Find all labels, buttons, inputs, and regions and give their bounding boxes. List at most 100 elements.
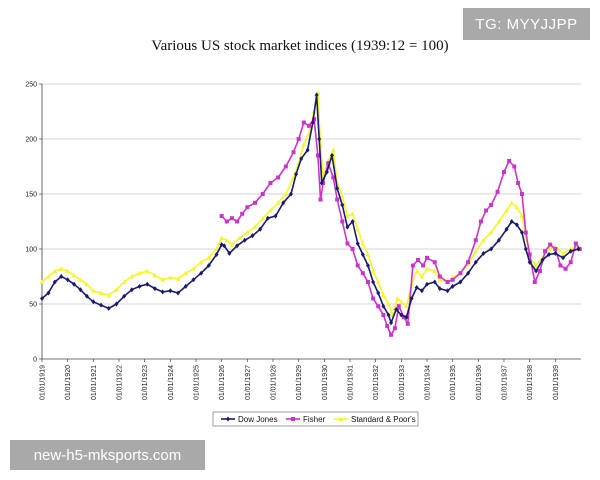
data-point (229, 242, 235, 247)
data-point (91, 288, 96, 293)
data-point (229, 216, 234, 221)
data-point (432, 260, 437, 265)
data-point (488, 230, 494, 235)
data-point (59, 274, 64, 279)
data-point (183, 283, 188, 289)
data-point (533, 263, 539, 268)
data-point (360, 252, 365, 257)
data-point (129, 287, 134, 293)
y-tick-label: 50 (29, 302, 37, 309)
data-point (121, 279, 127, 284)
data-point (473, 259, 478, 265)
data-point (268, 208, 273, 213)
data-point (445, 288, 450, 294)
data-point (312, 117, 317, 122)
legend-label: Fisher (303, 415, 326, 424)
data-point (478, 219, 483, 224)
y-tick-label: 200 (25, 137, 37, 144)
data-point (437, 274, 442, 279)
data-point (206, 263, 211, 268)
data-point (370, 268, 376, 273)
data-point (546, 252, 551, 257)
data-point (381, 303, 386, 309)
data-point (516, 181, 521, 185)
data-point (381, 313, 386, 317)
data-point (222, 243, 227, 249)
data-point (519, 192, 524, 196)
data-point (340, 202, 345, 208)
data-point (345, 224, 350, 230)
data-point (191, 266, 196, 271)
data-point (484, 208, 489, 213)
x-tick-label: 01/01/1929 (296, 365, 303, 400)
data-point (355, 241, 360, 246)
data-point (381, 292, 386, 298)
y-tick-label: 250 (25, 82, 37, 89)
data-point (481, 237, 486, 243)
data-point (65, 268, 70, 273)
data-point (389, 332, 394, 337)
data-point (78, 277, 83, 282)
data-point (350, 211, 355, 216)
data-point (160, 277, 165, 282)
data-point (235, 219, 240, 224)
data-point (291, 150, 296, 155)
data-point (296, 137, 301, 141)
data-point (495, 189, 500, 194)
data-point (419, 274, 425, 279)
data-point (144, 268, 150, 273)
data-point (532, 280, 537, 284)
data-point (253, 200, 258, 205)
data-point (65, 277, 70, 283)
data-point (114, 287, 119, 292)
x-tick-label: 01/01/1920 (65, 365, 72, 400)
data-point (326, 161, 331, 166)
data-point (389, 320, 394, 326)
data-point (106, 292, 112, 298)
data-point (519, 213, 525, 218)
data-point (99, 302, 104, 308)
data-point (39, 279, 45, 284)
y-axis-ticks: 0 50 100 150 200 250 (25, 82, 42, 364)
y-tick-label: 0 (33, 357, 37, 364)
data-point (219, 235, 224, 240)
data-point (335, 197, 340, 202)
data-point (273, 213, 278, 219)
data-point (473, 248, 479, 254)
series-layer (39, 90, 582, 337)
data-point (534, 268, 539, 274)
data-point (560, 250, 566, 256)
data-point (114, 301, 119, 307)
data-point (91, 299, 96, 305)
data-point (71, 272, 77, 278)
data-point (281, 200, 286, 206)
data-point (414, 285, 419, 290)
data-point (252, 224, 258, 229)
data-point (502, 170, 506, 174)
data-point (392, 326, 397, 331)
data-point (242, 237, 247, 243)
x-tick-label: 01/01/1935 (450, 365, 457, 400)
data-point (275, 200, 281, 205)
data-point (283, 164, 288, 169)
data-point (573, 241, 578, 246)
x-tick-label: 01/01/1933 (399, 365, 406, 400)
data-point (72, 281, 77, 287)
data-point (421, 263, 426, 268)
watermark-top: TG: MYYJJPP (463, 8, 590, 40)
data-point (219, 214, 224, 218)
data-point (414, 268, 420, 273)
data-point (514, 222, 519, 228)
data-point (224, 219, 229, 224)
data-point (568, 260, 573, 265)
data-point (58, 266, 64, 271)
data-point (137, 270, 142, 276)
data-point (537, 269, 542, 273)
data-point (466, 270, 471, 276)
data-point (46, 290, 51, 296)
data-point (52, 279, 57, 285)
data-point (168, 288, 173, 294)
data-point (350, 247, 355, 251)
data-point (365, 280, 370, 284)
data-point (371, 296, 376, 301)
